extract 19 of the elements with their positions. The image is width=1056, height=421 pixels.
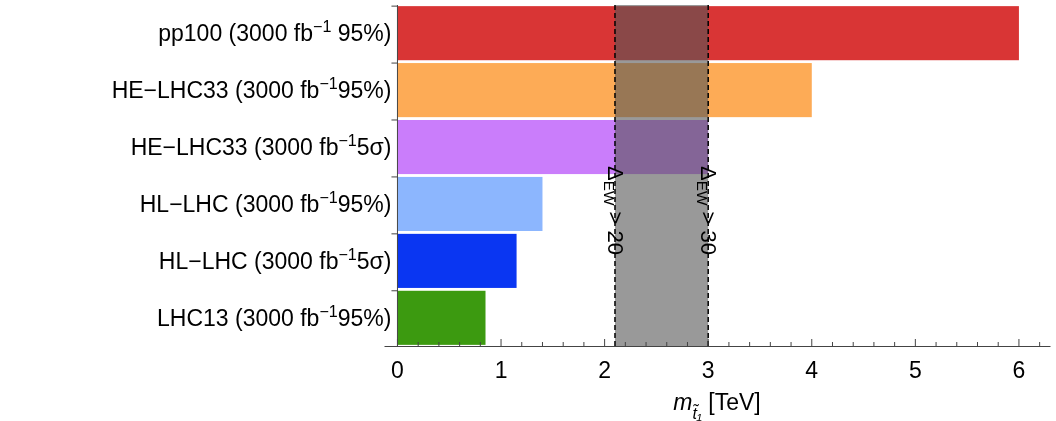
- bar: [397, 290, 486, 345]
- bar: [397, 63, 812, 118]
- bar: [397, 176, 543, 231]
- bar: [397, 233, 517, 288]
- y-tick-label: LHC13 (3000 fb$^{−1}$95%): [157, 301, 392, 331]
- x-tick-label: 0: [391, 357, 404, 383]
- x-tick-label: 4: [805, 357, 819, 383]
- x-tick-label: 6: [1012, 357, 1026, 383]
- x-tick-label: 2: [598, 357, 612, 383]
- y-tick-label: HL−LHC (3000 fb$^{−1}$5σ): [158, 244, 392, 274]
- x-tick-label: 1: [494, 357, 508, 383]
- y-tick-label: HE−LHC33 (3000 fb$^{−1}$95%): [111, 74, 392, 104]
- y-tick-label: HL−LHC (3000 fb$^{−1}$95%): [139, 187, 392, 217]
- y-tick-label: pp100 (3000 fb$^{−1}$ 95%): [158, 17, 392, 47]
- y-tick-label: HE−LHC33 (3000 fb$^{−1}$5σ): [130, 131, 392, 161]
- bar: [397, 6, 1019, 61]
- x-tick-label: 5: [908, 357, 922, 383]
- x-axis-title: m$_{t̃₁}$ [TeV]: [673, 389, 761, 421]
- x-tick-label: 3: [701, 357, 715, 383]
